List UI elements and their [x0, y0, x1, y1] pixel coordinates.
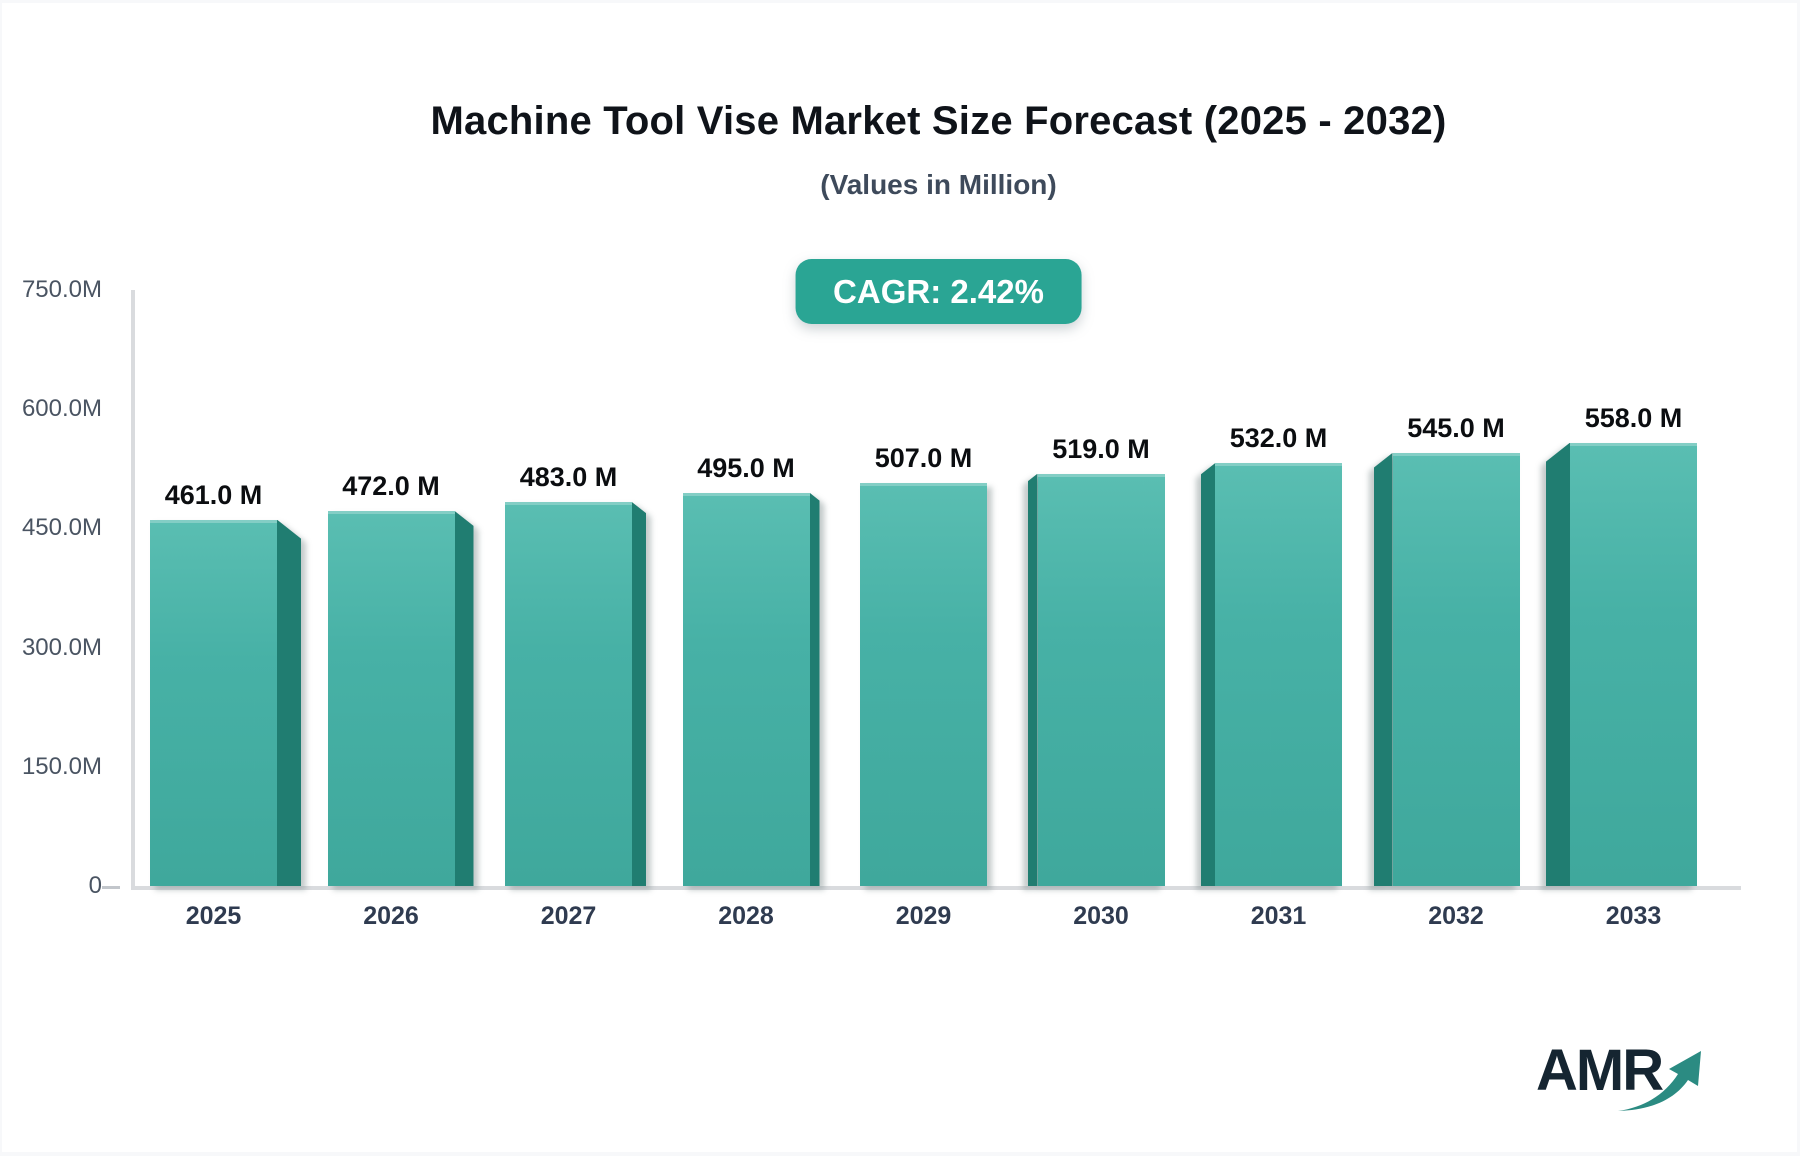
- x-tick-label: 2027: [540, 902, 597, 930]
- bar-front-face: [150, 519, 277, 886]
- y-tick-label: 0: [88, 872, 102, 899]
- bar-side-face: [1201, 463, 1215, 886]
- y-tick-label: 300.0M: [21, 633, 102, 661]
- chart-subtitle: (Values in Million): [820, 169, 1057, 200]
- chart-header: Machine Tool Vise Market Size Forecast (…: [133, 3, 1744, 343]
- x-tick-label: 2025: [185, 902, 242, 930]
- x-tick-label: 2026: [363, 902, 419, 930]
- bar-value-label: 519.0 M: [1052, 433, 1150, 464]
- bar-side-face: [1027, 473, 1038, 886]
- bar-side-face: [1546, 442, 1570, 886]
- x-tick-label: 2032: [1428, 902, 1484, 930]
- bar-2026: [327, 510, 474, 886]
- bar-2033: [1546, 442, 1697, 886]
- bar-2030: [1027, 473, 1165, 886]
- y-tick-label: 750.0M: [21, 276, 102, 303]
- bar-value-label: 483.0 M: [519, 462, 618, 493]
- bar-front-face: [682, 492, 810, 886]
- bar-front-face: [1570, 442, 1697, 886]
- bar-side-face: [632, 502, 646, 886]
- bar-front-face: [1215, 463, 1342, 886]
- y-tick-label: 150.0M: [21, 752, 102, 780]
- bar-side-face: [277, 519, 301, 886]
- x-axis-line: [131, 886, 1741, 890]
- y-tick-label: 600.0M: [21, 395, 102, 423]
- bar-front-face: [1037, 473, 1165, 886]
- bar-side-face: [809, 492, 820, 886]
- bar-front-face: [505, 502, 632, 886]
- bar-value-label: 507.0 M: [874, 443, 973, 474]
- amr-logo: AMR: [1530, 1037, 1730, 1127]
- bar-value-label: 472.0 M: [342, 470, 440, 501]
- zero-tick-dash: [102, 886, 120, 889]
- bar-front-face: [860, 483, 987, 886]
- bar-side-face: [454, 510, 474, 886]
- bar-value-label: 495.0 M: [697, 452, 795, 483]
- page-title: Machine Tool Vise Market Size Forecast (…: [430, 99, 1447, 143]
- plot-area: 0 150.0M 300.0M 450.0M 600.0M 750.0M 461.0 M 20…: [2, 3, 1797, 1152]
- bar-value-label: 558.0 M: [1584, 402, 1683, 433]
- bar-value-label: 461.0 M: [164, 479, 263, 510]
- chart-card: Machine Tool Vise Market Size Forecast (…: [2, 3, 1797, 1152]
- bar-2025: [150, 519, 301, 886]
- y-axis-line: [131, 290, 135, 890]
- amr-logo-text: AMR: [1536, 1038, 1664, 1103]
- cagr-badge: CAGR: 2.42%: [795, 259, 1082, 324]
- x-tick-label: 2028: [718, 902, 774, 930]
- bar-2029: [860, 483, 987, 886]
- bar-value-label: 532.0 M: [1229, 423, 1328, 454]
- x-tick-label: 2029: [895, 902, 952, 930]
- bar-side-face: [1373, 452, 1393, 886]
- bar-2032: [1373, 452, 1520, 886]
- bar-front-face: [327, 510, 455, 886]
- bar-2027: [505, 502, 646, 886]
- x-tick-label: 2030: [1073, 902, 1129, 930]
- bar-2031: [1201, 463, 1342, 886]
- bar-2028: [682, 492, 820, 886]
- bar-front-face: [1392, 452, 1520, 886]
- x-tick-label: 2033: [1605, 902, 1662, 930]
- y-tick-label: 450.0M: [21, 514, 102, 542]
- growth-arrow-icon: [1618, 1051, 1701, 1111]
- bar-value-label: 545.0 M: [1407, 412, 1505, 443]
- x-tick-label: 2031: [1250, 902, 1307, 930]
